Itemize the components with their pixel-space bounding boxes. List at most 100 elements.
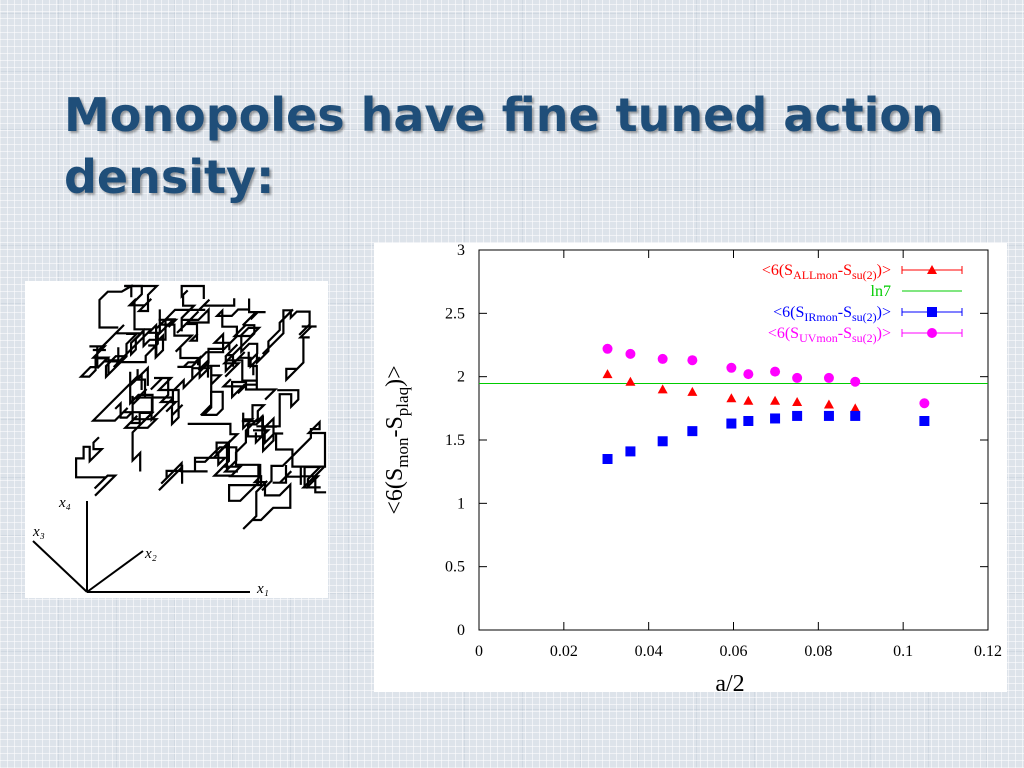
all-data-point [602,369,613,379]
uv-data-point [770,366,781,377]
legend-label-all-sub1: ALLmon [793,268,838,282]
axis-label-x2: x₂ [144,546,157,562]
axis-label-x4: x₄ [58,495,71,511]
loop-segment [241,413,271,446]
all-data-point [743,395,754,405]
legend-marker-uv [927,328,937,338]
loop-segment [221,308,294,378]
uv-data-point [726,362,737,373]
all-data-point [850,403,861,413]
legend-label-uv-sub1: UVmon [799,331,838,345]
ir-data-point [850,410,861,421]
loop-segment [242,463,292,530]
points-layer [602,343,930,464]
ticks-layer: 0 0.02 0.04 0.06 0.08 0.1 0.12 0 0.5 1 1.5 2 2.5 3 [445,243,1002,660]
x-tick-label: 0 [475,643,483,660]
y-axis-title-sub1: mon [393,437,412,468]
loop-segment [272,465,327,494]
loop-segment [114,395,159,472]
y-tick-label: 1.5 [445,432,465,449]
x-tick-label: 0.04 [635,643,663,660]
legend-label-ir-prefix: <6(S [773,304,804,321]
slide-title: Monopoles have fine tuned action density… [64,88,944,204]
ir-data-point [792,410,803,421]
all-data-point [625,376,636,386]
loop-figure-svg: x₁ x₂ x₃ x₄ [32,284,327,597]
x-tick-label: 0.12 [974,643,1002,660]
x-axis-title: a/2 [715,671,744,692]
uv-data-point [850,376,861,387]
coordinate-axes [32,501,250,593]
uv-data-point [625,348,636,359]
legend-label-ir-mid: -S [838,304,852,321]
x-tick-label: 0.08 [804,643,832,660]
all-data-point [770,395,781,405]
chart-svg: 0 0.02 0.04 0.06 0.08 0.1 0.12 0 0.5 1 1.5 2 2.5 3 <6… [382,243,1002,692]
legend-label-uv-suffix: )> [877,325,891,342]
legend-marker-ir [927,307,937,317]
uv-data-point [687,355,698,366]
loop-segment [224,343,261,390]
loop-segment [115,284,165,364]
axis-label-x3: x₃ [32,524,45,540]
y-tick-label: 2 [457,369,465,386]
y-axis-title-mid: -S [382,416,408,437]
y-tick-label: 2.5 [445,305,465,322]
uv-data-point [657,353,668,364]
loop-segment [261,419,327,492]
all-data-point [792,397,803,406]
loop-segment [177,331,231,381]
legend-label-all: <6(SALLmon-Ssu(2))> [762,262,891,282]
loop-segment [220,378,278,401]
all-data-point [687,386,698,396]
loop-segment [158,422,240,492]
plot-frame [478,249,989,631]
uv-data-point [602,343,613,354]
ir-data-point [625,446,636,457]
legend-label-ir: <6(SIRmon-Ssu(2))> [773,304,891,324]
axis-label-x1: x₁ [256,581,269,597]
loop-segment [195,439,244,477]
x-tick-label: 0.02 [550,643,578,660]
uv-data-point [792,372,803,383]
legend-label-all-suffix: )> [877,262,891,279]
y-axis-title: <6(Smon-Splaq)> [382,365,412,514]
x-tick-label: 0.06 [720,643,748,660]
uv-data-point [823,372,834,383]
ir-data-point [823,410,834,421]
y-axis-title-sub2: plaq [393,386,412,416]
legend-label-uv: <6(SUVmon-Ssu(2))> [768,325,891,345]
loop-segment [197,358,224,417]
loop-segment [90,369,175,423]
loop-segment [158,298,266,413]
monopole-loop-tangle [75,284,327,530]
ir-data-point [770,413,781,424]
legend-label-all-prefix: <6(S [762,262,793,279]
uv-data-point [919,398,930,409]
loop-segment [98,284,160,329]
legend-label-uv-prefix: <6(S [768,325,799,342]
legend: <6(SALLmon-Ssu(2))>ln7<6(SIRmon-Ssu(2))>… [762,262,963,345]
x-tick-label: 0.1 [893,643,913,660]
all-data-point [726,393,737,403]
loop-segment [78,332,140,380]
legend-label-ir-sub1: IRmon [804,310,837,324]
loop-segment [176,284,210,342]
uv-data-point [743,369,754,380]
loop-segment [228,404,267,502]
axis-x3-line [32,540,88,593]
ir-data-point [743,416,754,426]
loop-segment [261,309,317,383]
action-density-chart: 0 0.02 0.04 0.06 0.08 0.1 0.12 0 0.5 1 1.5 2 2.5 3 <6… [374,243,1007,692]
y-axis-title-prefix: <6(S [382,468,408,515]
all-data-point [657,384,668,394]
loop-segment [92,318,179,357]
ir-data-point [687,426,698,437]
legend-label-ir-suffix: )> [877,304,891,321]
ir-data-point [919,416,930,426]
legend-label-ir-sub2: su(2) [852,310,877,324]
legend-label-uv-sub2: su(2) [852,331,877,345]
ir-data-point [657,436,668,447]
y-tick-label: 0.5 [445,559,465,576]
axis-x2-line [86,550,144,593]
